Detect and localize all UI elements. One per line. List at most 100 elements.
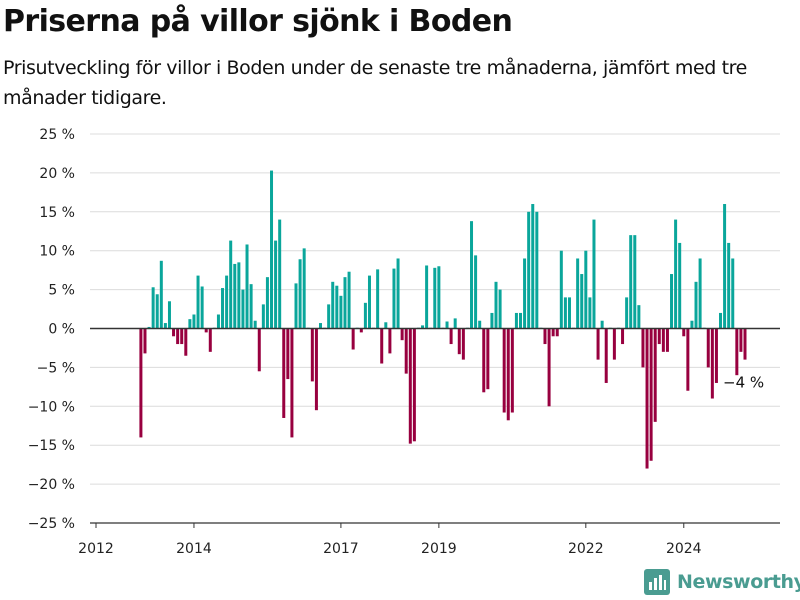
bar [265,277,269,329]
newsworthy-logo[interactable]: Newsworthy [644,569,800,595]
bar [196,275,200,329]
bar [216,314,220,329]
bar [298,259,302,329]
bar [327,304,331,329]
bar [257,328,261,372]
bar [294,283,298,329]
bar [576,258,580,329]
bar [286,328,290,380]
bar [339,295,343,329]
bar [245,244,249,329]
bar [180,328,184,345]
y-tick-label: 5 % [48,283,75,299]
y-tick-label: 25 % [39,127,75,143]
bar [388,328,392,354]
bar [482,328,486,393]
bar [425,265,429,329]
bar [249,284,253,329]
bar [580,274,584,329]
brand-name: Newsworthy [677,571,800,593]
bar [470,221,474,329]
bar [674,219,678,329]
bar [596,328,600,360]
bar [474,255,478,329]
bar [698,258,702,329]
bar [563,297,567,329]
bar [498,289,502,329]
bar [412,328,416,442]
y-tick-label: −20 % [28,477,75,493]
bar [359,328,363,333]
newsworthy-logo-icon [644,569,670,595]
bar [604,328,608,383]
bar [690,320,694,329]
bar [641,328,645,368]
bar [743,328,747,360]
bar [421,325,425,329]
bar [670,274,674,329]
bar-series [139,170,747,469]
bar [384,322,388,329]
bar [200,286,204,329]
bar [686,328,690,391]
bar [600,320,604,329]
bar [490,312,494,329]
x-tick-label: 2024 [666,541,702,557]
bar [612,328,616,360]
bar [661,328,665,352]
bar [519,312,522,329]
bar [486,328,490,390]
bar [367,275,371,329]
bar [408,328,412,444]
bar [302,248,306,329]
bar [139,328,143,438]
bar [523,258,527,329]
bar [727,242,731,329]
bar [147,326,151,329]
bar [335,285,339,329]
bar [592,219,596,329]
bar [694,281,698,329]
bar [396,258,400,329]
bar [506,328,510,421]
bar [543,328,547,345]
chart-subtitle: Prisutveckling för villor i Boden under … [3,57,747,109]
bar [376,269,380,329]
bar [176,328,180,345]
value-annotation: −4 % [723,374,764,392]
bar [588,297,592,329]
chart-title: Priserna på villor sjönk i Boden [3,4,513,39]
bar [167,301,171,329]
bar [555,328,559,337]
bar [723,204,727,329]
bar [710,328,714,399]
gridlines [90,133,780,524]
bar [621,328,625,345]
bar [645,328,649,469]
bar [351,328,355,350]
bar [319,323,322,329]
bar [310,328,314,382]
bar [404,328,408,374]
bar [437,266,441,329]
bar [649,328,653,461]
bar [478,320,482,329]
bar [531,204,535,329]
bar [653,328,657,422]
bar [629,235,633,329]
y-tick-label: 20 % [39,166,75,182]
bar [233,263,237,329]
annotations: −4 % [723,374,764,392]
bar [400,328,404,341]
bar [290,328,294,438]
bar [143,328,147,354]
bar [510,328,514,413]
bar [567,297,571,329]
bar [184,328,188,356]
bar [637,305,641,329]
bar [253,320,257,329]
bar [225,275,229,329]
bar [445,321,449,329]
bar [392,268,396,329]
